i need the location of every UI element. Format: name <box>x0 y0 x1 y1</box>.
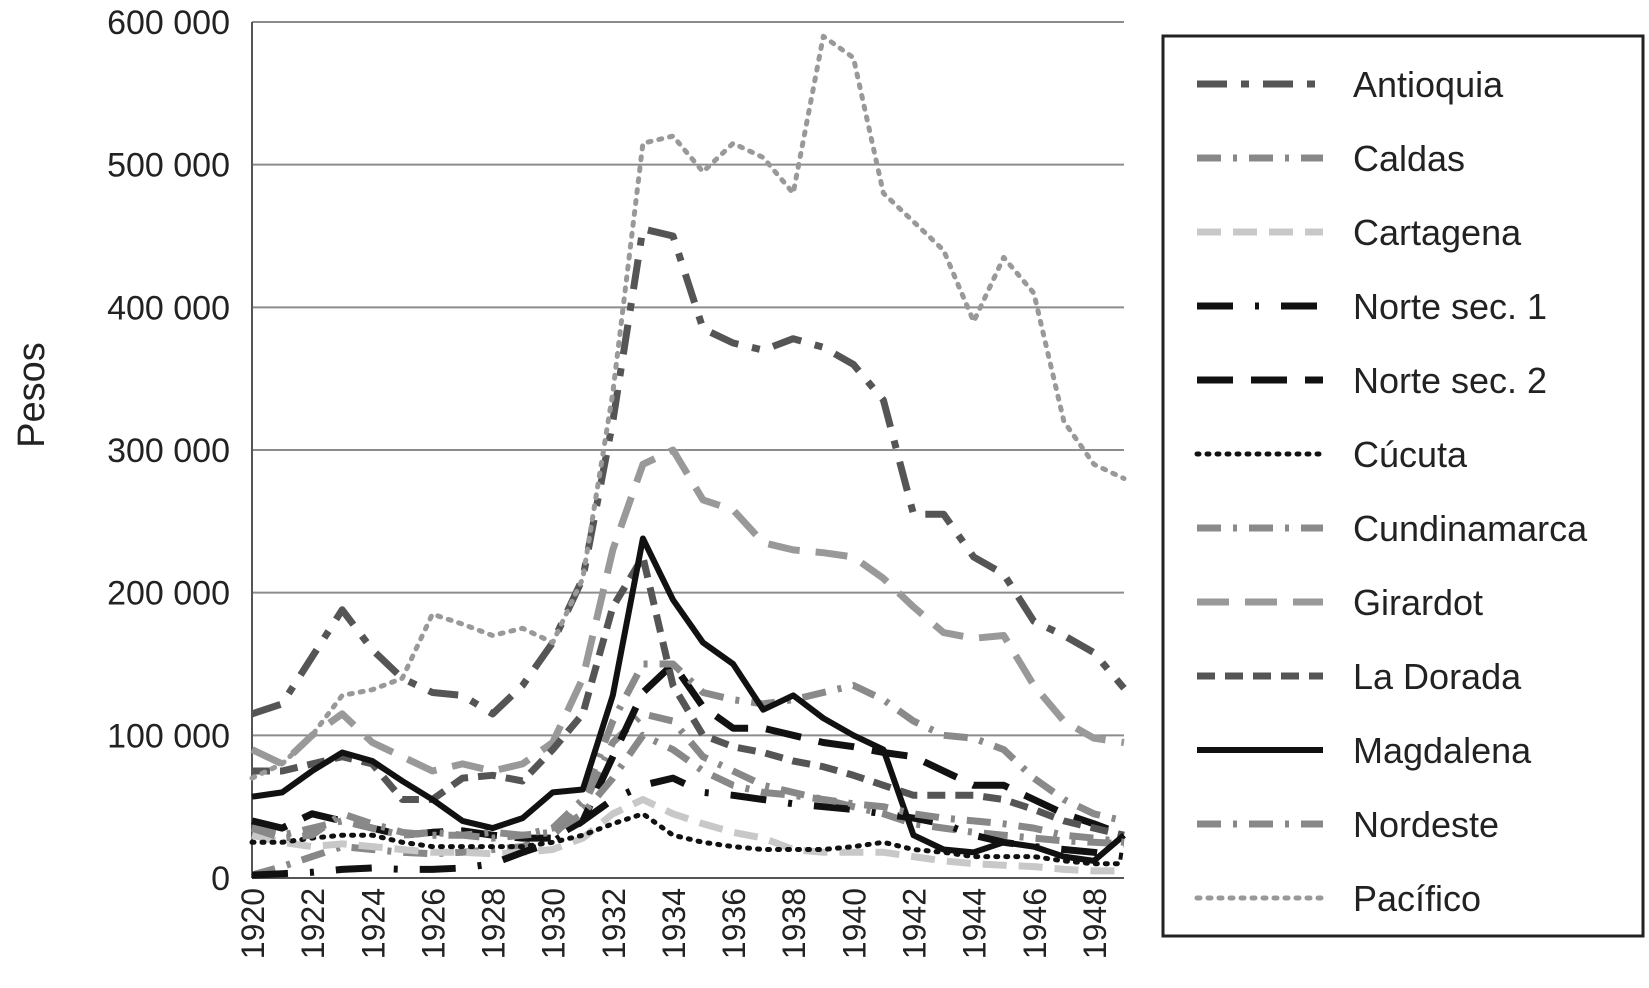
x-tick-label: 1930 <box>536 888 572 959</box>
y-tick-label: 400 000 <box>107 289 230 327</box>
legend-label: Caldas <box>1353 138 1465 179</box>
x-tick-label: 1922 <box>295 888 331 959</box>
x-tick-label: 1932 <box>596 888 632 959</box>
legend-label: Cúcuta <box>1353 434 1468 475</box>
x-tick-label: 1934 <box>656 888 692 959</box>
y-axis-ticks: 0 100 000 200 000 300 000 400 000 500 000 600 … <box>107 4 230 898</box>
legend-label: Norte sec. 2 <box>1353 360 1547 401</box>
x-tick-label: 1936 <box>716 888 752 959</box>
legend-label: Pacífico <box>1353 878 1481 919</box>
axes <box>251 22 1124 879</box>
series-lines <box>249 33 1127 879</box>
x-tick-label: 1946 <box>1017 888 1053 959</box>
series-line-antioquia <box>250 225 1127 718</box>
gridlines <box>252 21 1124 737</box>
x-tick-label: 1926 <box>415 888 451 959</box>
series-line-cartagena <box>251 796 1124 875</box>
x-tick-label: 1942 <box>897 888 933 959</box>
y-axis-label: Pesos <box>11 342 53 448</box>
legend-box <box>1161 34 1645 938</box>
y-tick-label: 100 000 <box>107 717 230 755</box>
x-tick-label: 1940 <box>836 888 872 959</box>
y-tick-label: 500 000 <box>107 147 230 185</box>
legend-label: Nordeste <box>1353 804 1499 845</box>
series-line-nordeste <box>251 731 1125 846</box>
y-tick-label: 200 000 <box>107 575 230 613</box>
x-tick-label: 1928 <box>476 888 512 959</box>
series-line-norte-sec-2 <box>251 660 1126 842</box>
legend-label: Cundinamarca <box>1353 508 1588 549</box>
legend-label: La Dorada <box>1353 656 1522 697</box>
x-tick-label: 1924 <box>355 888 391 959</box>
series-line-norte-sec-1 <box>251 774 1125 879</box>
y-tick-label: 600 000 <box>107 4 230 42</box>
series-line-magdalena <box>251 535 1126 864</box>
x-axis-ticks: 1920 1922 1924 1926 1928 1930 1932 1934 1936 1938… <box>235 888 1113 959</box>
y-tick-label: 0 <box>211 860 230 898</box>
series-line-girardot <box>250 446 1125 775</box>
legend: Antioquia Caldas Cartagena Norte sec. 1 Nort… <box>1161 34 1645 938</box>
legend-label: Norte sec. 1 <box>1353 286 1547 327</box>
series-line-cundinamarca <box>250 660 1125 842</box>
legend-label: Girardot <box>1353 582 1483 623</box>
series-line-la-dorada <box>252 553 1125 839</box>
series-line-c-cuta <box>249 811 1127 867</box>
series-line-pac-fico <box>249 33 1127 781</box>
legend-label: Magdalena <box>1353 730 1532 771</box>
x-tick-label: 1944 <box>957 888 993 959</box>
x-tick-label: 1920 <box>235 888 271 959</box>
y-tick-label: 300 000 <box>107 432 230 470</box>
x-tick-label: 1948 <box>1077 888 1113 959</box>
x-tick-label: 1938 <box>776 888 812 959</box>
legend-label: Antioquia <box>1353 64 1504 105</box>
legend-label: Cartagena <box>1353 212 1522 253</box>
